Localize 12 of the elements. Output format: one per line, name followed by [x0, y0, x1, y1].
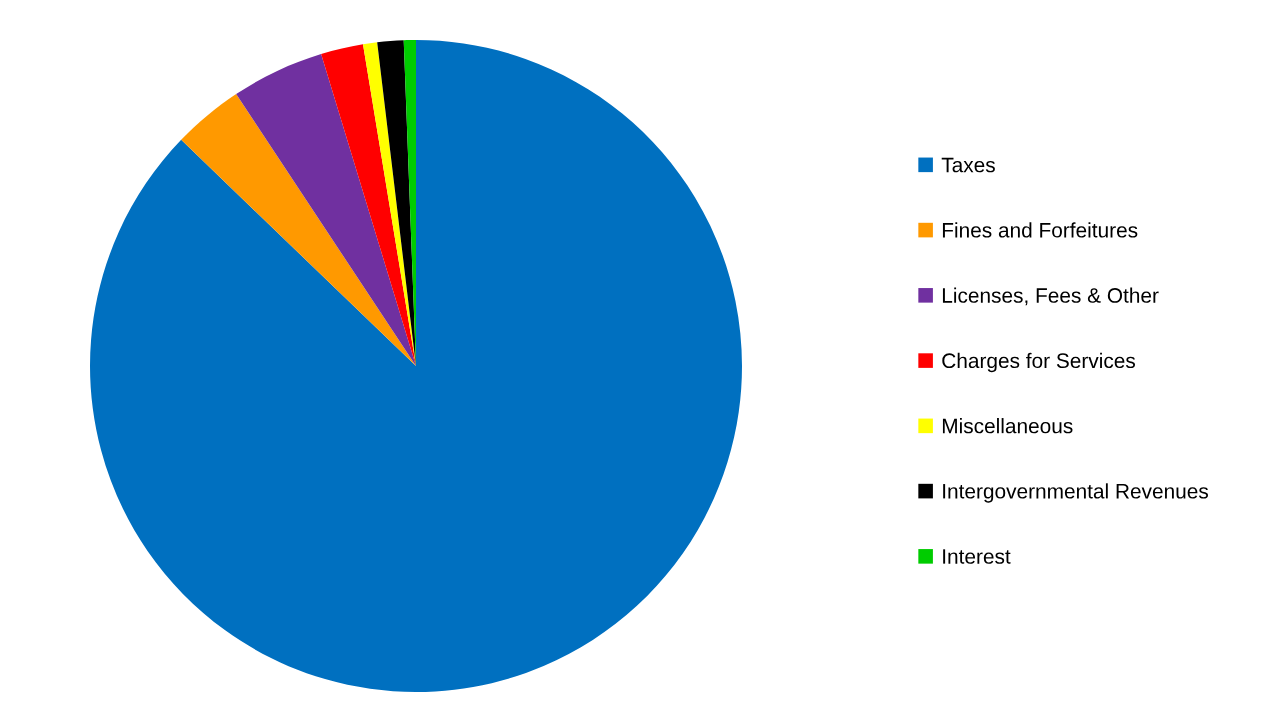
legend-label: Interest: [943, 549, 1011, 564]
pie-slice: [321, 44, 416, 366]
legend-label: Licenses, Fees & Other: [942, 287, 1159, 306]
pie-slice: [236, 54, 416, 366]
legend-label: Fines and Forfeitures: [942, 222, 1138, 238]
pie-slice: [181, 94, 416, 366]
legend-label: Miscellaneous: [942, 418, 1073, 434]
legend-label: Taxes: [941, 157, 995, 173]
pie-slice: [90, 40, 742, 692]
legend-label: Charges for Services: [942, 352, 1136, 373]
legend-label: Intergovernmental Revenues: [943, 483, 1209, 503]
pie-slice: [362, 42, 416, 366]
